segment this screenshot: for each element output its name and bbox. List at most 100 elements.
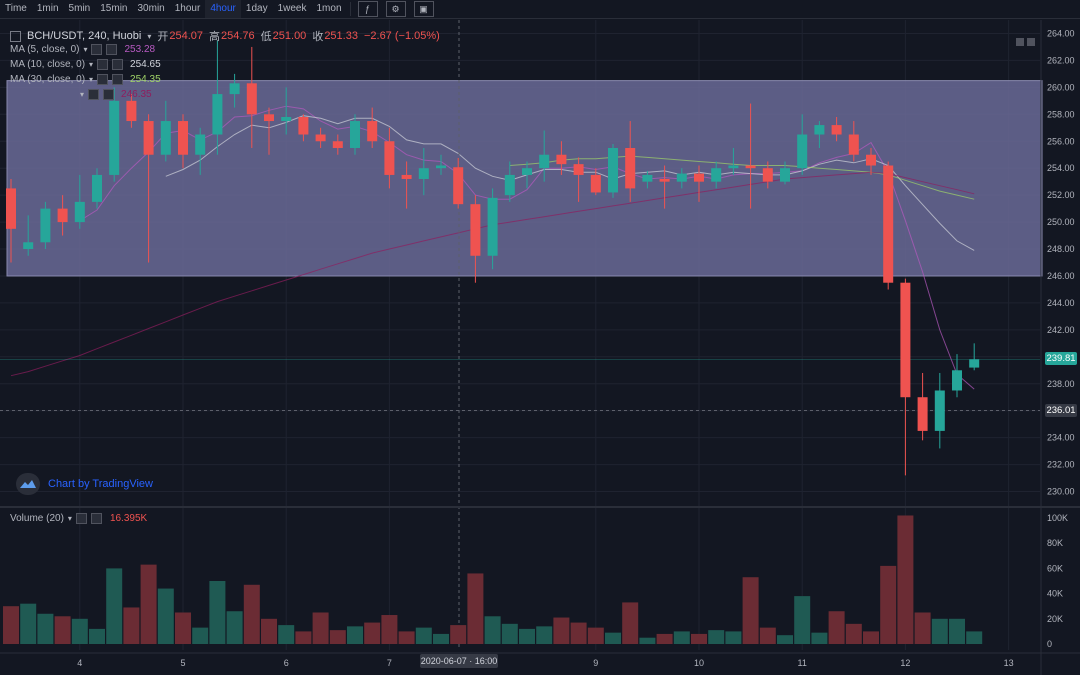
chevron-down-icon[interactable]: ▾: [67, 514, 72, 523]
price-tick-label: 264.00: [1047, 28, 1075, 38]
settings-icon[interactable]: [88, 89, 100, 100]
close-icon[interactable]: [112, 59, 124, 70]
price-tick-label: 250.00: [1047, 217, 1075, 227]
ma-legend-value: 254.65: [130, 59, 161, 70]
interval-15min[interactable]: 15min: [100, 3, 128, 14]
candle-body: [590, 174, 601, 193]
price-tick-label: 242.00: [1047, 325, 1075, 335]
volume-bar: [467, 573, 484, 644]
settings-icon[interactable]: [1027, 38, 1035, 46]
tradingview-logo-icon: [16, 473, 40, 495]
candle-body: [57, 208, 68, 223]
chevron-down-icon[interactable]: ▾: [89, 60, 94, 69]
candle-body: [6, 188, 16, 229]
volume-tick-label: 60K: [1047, 563, 1063, 573]
candle-body: [642, 174, 653, 182]
interval-30min[interactable]: 30min: [137, 3, 165, 14]
volume-bar: [639, 637, 656, 644]
brand-text: Chart by TradingView: [48, 478, 153, 490]
volume-bar: [312, 612, 329, 644]
crosshair-time-label: 2020-06-07 · 16:00: [420, 654, 498, 668]
screenshot-icon[interactable]: ▣: [413, 1, 434, 17]
volume-bar: [450, 625, 467, 644]
volume-bar: [243, 584, 260, 644]
price-tick-label: 254.00: [1047, 163, 1075, 173]
candle-body: [952, 370, 962, 391]
candle-body: [74, 201, 85, 223]
volume-bar: [71, 618, 88, 644]
candle-body: [195, 134, 206, 155]
close-icon[interactable]: [112, 74, 124, 85]
candle-body: [711, 168, 722, 182]
close-icon[interactable]: [103, 89, 115, 100]
time-tick-label: 10: [694, 658, 704, 668]
volume-bar: [863, 631, 879, 644]
settings-icon[interactable]: ⚙: [385, 1, 406, 17]
interval-1hour[interactable]: 1hour: [174, 3, 201, 14]
candle-body: [883, 165, 894, 283]
candle-body: [608, 147, 618, 193]
candle-body: [401, 174, 412, 179]
volume-bar: [587, 627, 604, 644]
price-tick-label: 258.00: [1047, 109, 1075, 119]
interval-1day[interactable]: 1day: [245, 3, 268, 14]
candle-body: [676, 173, 687, 182]
toolbar-divider: [349, 2, 351, 16]
ohlc-close-label: 收: [312, 31, 324, 43]
candle-body: [866, 154, 876, 166]
scale-buttons[interactable]: [1016, 38, 1035, 46]
chevron-down-icon[interactable]: ▾: [80, 90, 85, 99]
volume-bar: [381, 615, 398, 644]
chevron-down-icon[interactable]: ▾: [147, 31, 152, 41]
volume-bar: [605, 632, 621, 644]
volume-label[interactable]: Volume (20): [10, 513, 64, 524]
interval-5min[interactable]: 5min: [68, 3, 91, 14]
candle-body: [40, 208, 51, 243]
volume-bar: [708, 630, 725, 644]
ma-legend-value: 246.35: [121, 89, 152, 100]
close-icon[interactable]: [90, 513, 102, 524]
price-tick-label: 252.00: [1047, 190, 1075, 200]
maximize-icon[interactable]: [1016, 38, 1024, 46]
volume-bar: [89, 628, 105, 644]
ma-legend-1[interactable]: MA (10, close, 0) ▾ 254.65: [10, 59, 161, 70]
volume-bar: [192, 627, 209, 644]
settings-icon[interactable]: [97, 59, 109, 70]
volume-bar: [3, 606, 19, 644]
ma-legend-0[interactable]: MA (5, close, 0) ▾ 253.28: [10, 44, 155, 55]
indicator-icon[interactable]: ƒ: [357, 1, 378, 17]
candle-body: [212, 94, 223, 135]
tradingview-brand[interactable]: Chart by TradingView: [16, 473, 153, 495]
settings-icon[interactable]: [97, 74, 109, 85]
chevron-down-icon[interactable]: ▾: [83, 45, 88, 54]
candle-body: [969, 359, 980, 368]
interval-Time[interactable]: Time: [5, 3, 27, 14]
candle-body: [934, 390, 945, 431]
chevron-down-icon[interactable]: ▾: [89, 75, 94, 84]
candle-body: [487, 197, 498, 256]
close-icon[interactable]: [106, 44, 118, 55]
interval-1mon[interactable]: 1mon: [316, 3, 342, 14]
volume-bar: [828, 611, 845, 644]
volume-bar: [897, 515, 914, 644]
volume-bar: [261, 618, 277, 644]
interval-1min[interactable]: 1min: [36, 3, 59, 14]
time-tick-label: 4: [77, 658, 82, 668]
interval-1week[interactable]: 1week: [277, 3, 307, 14]
volume-bar: [673, 631, 690, 644]
volume-bar: [157, 588, 174, 644]
candle-body: [762, 168, 773, 182]
candle-body: [178, 121, 188, 155]
ma-legend-3[interactable]: ▾ 246.35: [80, 89, 152, 100]
price-tick-label: 244.00: [1047, 298, 1075, 308]
interval-4hour[interactable]: 4hour: [205, 0, 241, 18]
ma-legend-2[interactable]: MA (30, close, 0) ▾ 254.35: [10, 74, 161, 85]
ma-legend-label: MA (10, close, 0): [10, 59, 86, 70]
settings-icon[interactable]: [75, 513, 87, 524]
settings-icon[interactable]: [91, 44, 103, 55]
ma-legend-value: 253.28: [124, 44, 156, 55]
collapse-icon[interactable]: [10, 30, 21, 42]
candle-body: [109, 100, 120, 175]
symbol-title[interactable]: BCH/USDT, 240, Huobi: [27, 30, 142, 42]
